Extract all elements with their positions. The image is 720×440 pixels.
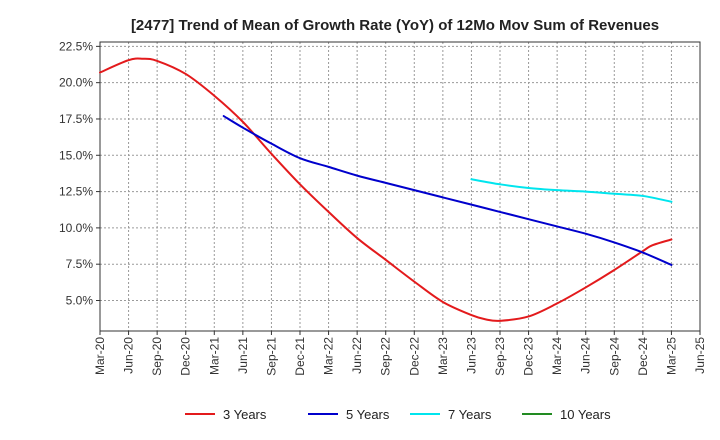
- x-tick-label: Mar-20: [93, 337, 107, 375]
- plot-frame: [99, 41, 701, 332]
- x-tick-label: Jun-22: [350, 337, 364, 374]
- axis-layer: Mar-20 Jun-20 Sep-20 Dec-20 Mar-21 Jun-21 Sep-…: [59, 39, 707, 375]
- y-tick-label: 7.5%: [66, 257, 94, 271]
- legend-label-3-years: 3 Years: [223, 407, 267, 422]
- legend-label-10-years: 10 Years: [560, 407, 611, 422]
- x-tick-label: Dec-21: [293, 337, 307, 376]
- x-tick-label: Mar-24: [550, 337, 564, 375]
- x-tick-label: Dec-22: [407, 337, 421, 376]
- x-tick-label: Sep-23: [493, 337, 507, 376]
- grid-layer: [100, 42, 700, 331]
- legend: 3 Years 5 Years 7 Years 10 Years: [185, 407, 611, 422]
- y-tick-label: 12.5%: [59, 185, 93, 199]
- y-tick-label: 15.0%: [59, 148, 93, 162]
- y-tick-label: 20.0%: [59, 76, 93, 90]
- x-tick-label: Jun-23: [464, 337, 478, 374]
- y-tick-label: 22.5%: [59, 39, 93, 53]
- legend-label-7-years: 7 Years: [448, 407, 492, 422]
- y-tick-label: 10.0%: [59, 221, 93, 235]
- x-tick-label: Dec-23: [522, 337, 536, 376]
- x-tick-label: Sep-21: [264, 337, 278, 376]
- legend-label-5-years: 5 Years: [346, 407, 390, 422]
- x-tick-label: Sep-22: [379, 337, 393, 376]
- chart-title: [2477] Trend of Mean of Growth Rate (YoY…: [131, 17, 659, 34]
- x-tick-label: Mar-23: [436, 337, 450, 375]
- series-line-5-years: [222, 115, 673, 266]
- x-tick-label: Jun-24: [579, 337, 593, 374]
- x-tick-label: Jun-25: [693, 337, 707, 374]
- x-tick-label: Mar-25: [664, 337, 678, 375]
- y-tick-label: 17.5%: [59, 112, 93, 126]
- series-line-3-years: [99, 57, 673, 322]
- x-tick-label: Dec-20: [179, 337, 193, 376]
- x-tick-label: Jun-20: [122, 337, 136, 374]
- x-tick-label: Dec-24: [636, 337, 650, 376]
- x-tick-label: Sep-24: [607, 337, 621, 376]
- series-layer: [99, 57, 673, 322]
- x-tick-label: Jun-21: [236, 337, 250, 374]
- x-tick-label: Sep-20: [150, 337, 164, 376]
- x-tick-label: Mar-21: [207, 337, 221, 375]
- x-tick-label: Mar-22: [322, 337, 336, 375]
- series-line-7-years: [470, 178, 673, 203]
- y-tick-label: 5.0%: [66, 294, 94, 308]
